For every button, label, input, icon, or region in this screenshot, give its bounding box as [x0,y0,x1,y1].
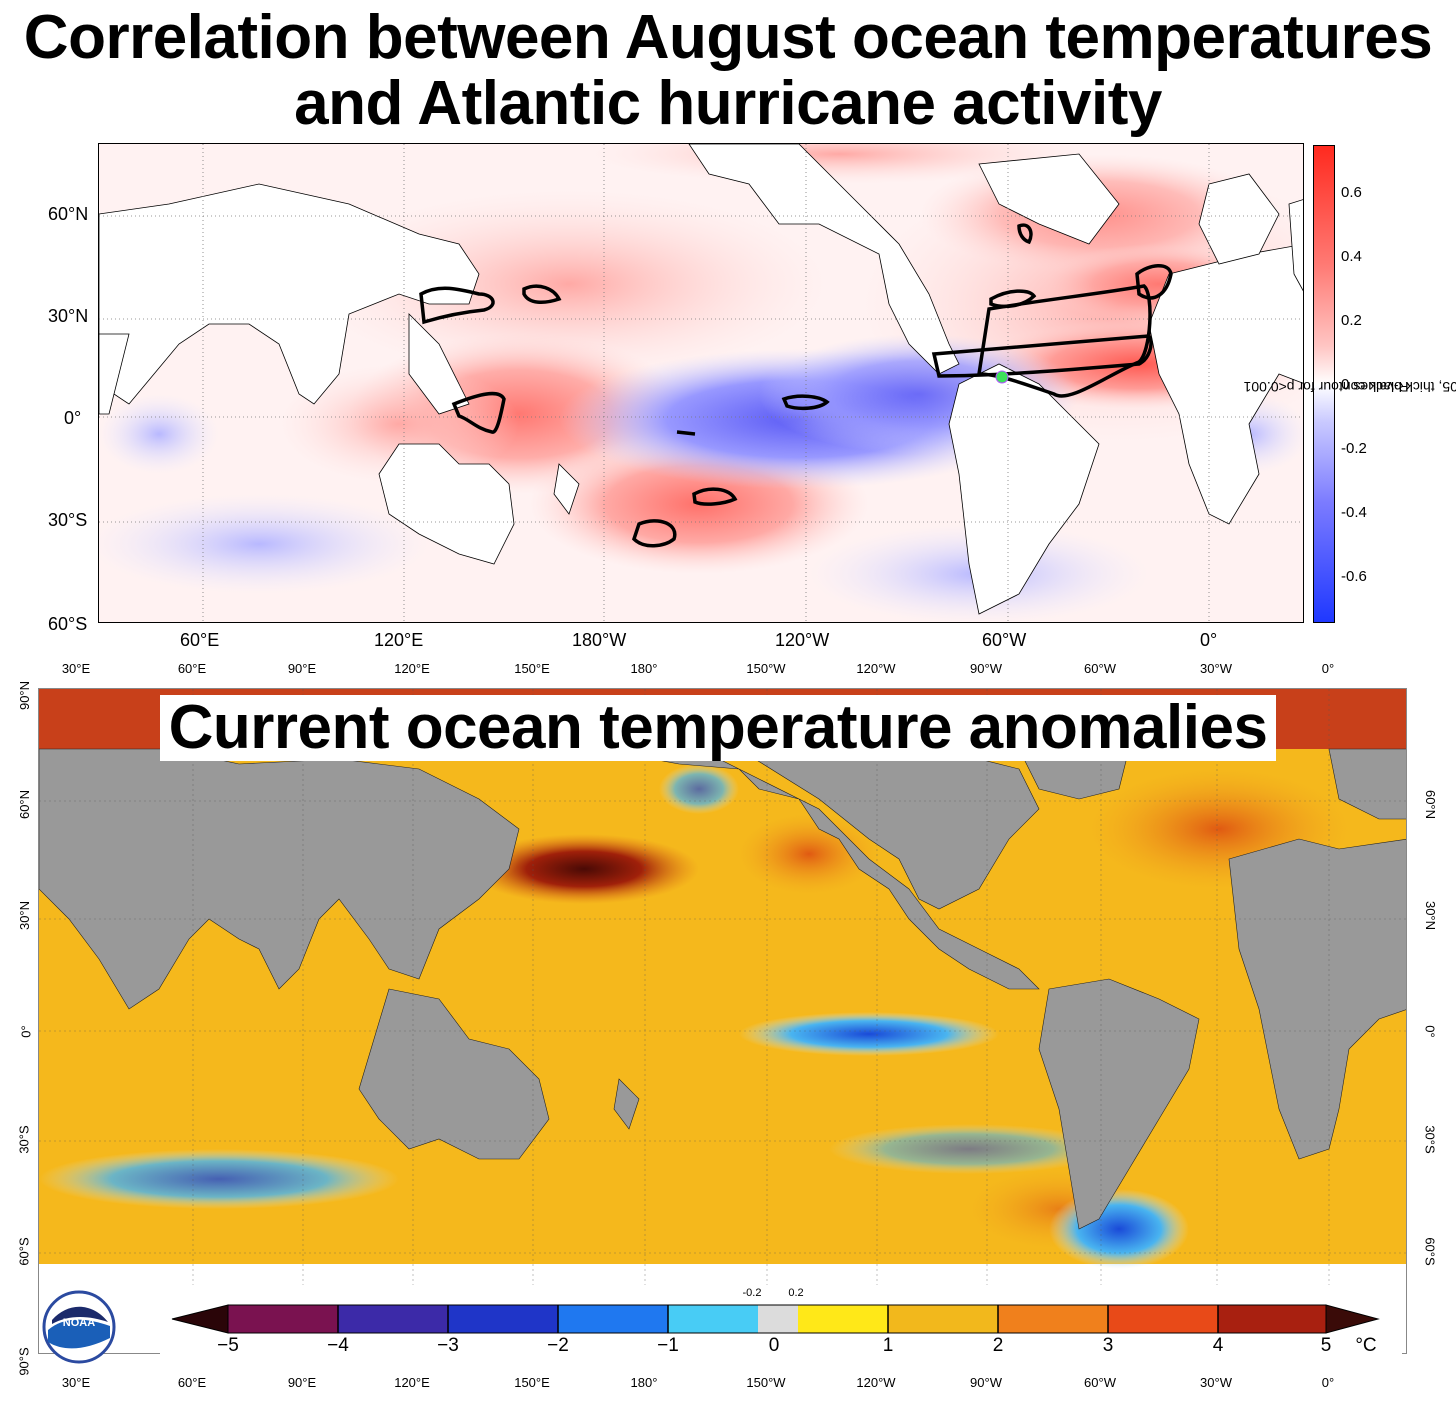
top-title-line2: and Atlantic hurricane activity [294,69,1162,138]
cbar2-tick: −4 [327,1335,349,1356]
map1-lon-60e: 60°E [180,630,220,650]
map2-lat-left: 90°N [17,680,33,711]
map2-lon-bottom: 30°W [1200,1375,1232,1390]
cbar1-tick: -0.4 [1341,504,1367,521]
correlation-map [98,143,1304,623]
cbar2-tick: 1 [882,1335,894,1356]
cbar2-tick: −3 [437,1335,459,1356]
map2-lon-bottom: 150°E [514,1375,550,1390]
map2-lon-bottom: 120°W [856,1375,896,1390]
map2-lon-top: 120°W [856,661,896,676]
anomaly-colorbar: -0.2 0.2 −5 −4 −3 −2 −1 0 1 2 3 4 5 °C [160,1285,1402,1357]
cbar2-tick: 2 [992,1335,1004,1356]
map1-lat-0: 0° [64,408,82,428]
map2-lon-bottom: 90°W [970,1375,1002,1390]
cbar1-tick: 0.6 [1341,184,1362,201]
map1-lon-180w: 180°W [572,630,627,650]
map2-lon-top: 30°W [1200,661,1232,676]
bottom-title: Current ocean temperature anomalies [160,695,1276,761]
map2-lon-top: 60°W [1084,661,1116,676]
map1-lat-30s: 30°S [48,510,88,530]
map2-lon-bottom: 150°W [746,1375,786,1390]
map2-lat-left: 60°S [16,1237,32,1266]
cbar2-tick: −1 [657,1335,679,1356]
map2-lon-bottom: 90°E [287,1375,317,1390]
cbar2-tick: 0 [768,1335,780,1356]
cbar1-tick: 0.4 [1341,248,1362,265]
map2-lon-bottom: 30°E [61,1375,91,1390]
map2-lat-right: 30°N [1423,900,1439,931]
cbar2-tick: 5 [1320,1335,1332,1356]
cbar1-tick: 0.2 [1341,312,1362,329]
map1-lat-60s: 60°S [48,614,88,634]
map2-lat-left: 90°S [16,1347,32,1376]
map2-lon-bottom: 60°W [1084,1375,1116,1390]
map2-lon-top: 60°E [177,661,207,676]
map2-lon-top: 90°W [970,661,1002,676]
map2-lon-bottom: 180° [630,1375,658,1390]
map2-lat-right: 0° [1422,1025,1438,1038]
cbar2-unit: °C [1355,1335,1377,1356]
noaa-logo-icon: NOAA [42,1290,116,1364]
cbar1-tick: 0 [1341,376,1350,393]
map2-lon-bottom: 120°E [394,1375,430,1390]
map2-lon-top: 90°E [287,661,317,676]
map2-lon-top: 150°E [514,661,550,676]
map2-lon-bottom: 60°E [177,1375,207,1390]
map1-lon-60w: 60°W [982,630,1027,650]
anomaly-map [38,688,1407,1354]
top-title-line1: Correlation between August ocean tempera… [23,3,1433,72]
anomaly-colorbar-svg [171,1304,1380,1334]
cbar2-small-tick: 0.2 [788,1287,804,1299]
map2-lon-top: 120°E [394,661,430,676]
r-value-colorbar [1313,145,1335,623]
map2-lat-left: 30°S [16,1125,32,1154]
map2-lon-top: 0° [1321,661,1335,676]
map2-lat-left: 60°N [17,789,33,820]
map1-lon-0: 0° [1200,630,1218,650]
caption-line2: contour each 0.05, thick black contour f… [1243,379,1456,395]
cbar1-tick: -0.6 [1341,568,1367,585]
map1-lon-120w: 120°W [775,630,830,650]
map1-lat-60n: 60°N [48,204,89,224]
map2-lat-right: 30°S [1422,1125,1438,1154]
map2-lat-right: 60°S [1422,1237,1438,1266]
map2-lat-right: 60°N [1423,789,1439,820]
map2-lon-top: 180° [630,661,658,676]
map2-lon-bottom: 0° [1321,1375,1335,1390]
map2-lon-top: 30°E [61,661,91,676]
map2-lon-top: 150°W [746,661,786,676]
svg-text:NOAA: NOAA [63,1317,95,1329]
correlation-map-canvas [99,144,1303,622]
cbar2-tick: −2 [547,1335,569,1356]
map2-lat-left: 0° [18,1025,34,1038]
cbar1-tick: -0.2 [1341,440,1367,457]
cbar2-tick: 3 [1102,1335,1114,1356]
map1-lat-30n: 30°N [48,306,89,326]
cbar2-tick: 4 [1212,1335,1224,1356]
cbar2-tick: −5 [217,1335,239,1356]
cbar2-small-tick: -0.2 [742,1287,762,1299]
map2-lat-left: 30°N [17,900,33,931]
anomaly-map-canvas [39,689,1406,1353]
map1-lon-120e: 120°E [374,630,424,650]
